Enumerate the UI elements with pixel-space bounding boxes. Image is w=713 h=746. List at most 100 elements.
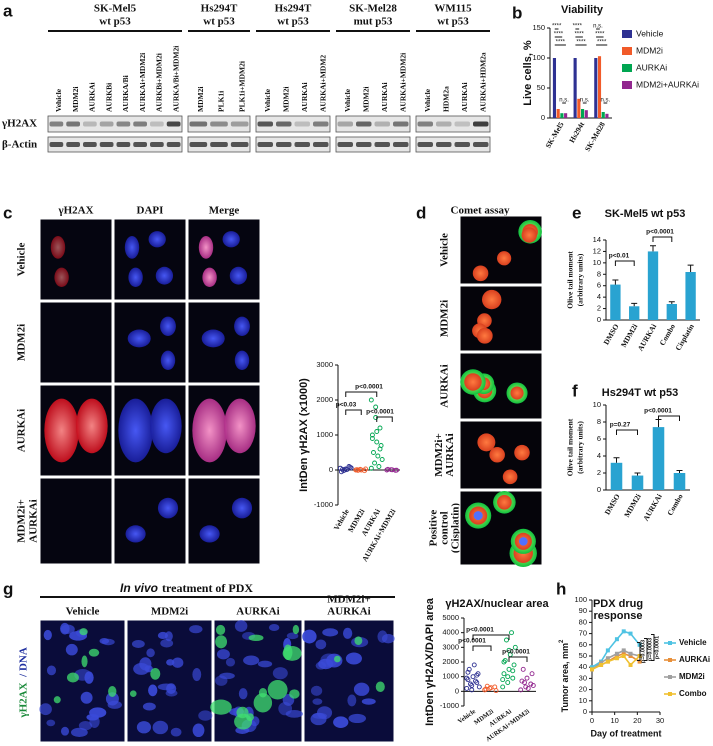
y-tick-label: 0 [329,465,333,474]
blot-strip [415,136,491,153]
gh2ax-signal [289,689,300,699]
significance-bracket [345,409,362,415]
blot-strip [255,136,331,153]
significance-label: n.s. [601,98,611,104]
y-axis-label: Olive tail moment [566,251,575,309]
bar [560,113,564,118]
cell [76,398,108,454]
significance-bracket [658,415,680,421]
micrograph [113,301,187,384]
nucleus [312,712,328,719]
cell [50,236,66,259]
nucleus [60,726,70,736]
blot-row-label: β-Actin [2,139,37,151]
significance-label: **** [595,32,605,38]
nucleus [215,675,228,686]
cell [198,236,214,259]
chart-title: response [594,610,643,622]
nucleus [131,639,145,648]
data-point [466,666,472,672]
panel-label: f [572,381,578,400]
data-point [522,680,527,685]
chart-title: Viability [561,4,604,16]
significance-label: p<0.03 [336,402,357,409]
data-point [376,464,382,469]
nucleus [216,649,230,660]
bar [552,58,557,118]
significance-label: p=0.27 [610,422,631,429]
nucleus [198,710,213,721]
significance-label: p<0.0001 [654,636,660,659]
data-point [506,647,512,653]
blot-band [356,121,372,127]
data-point [369,432,375,438]
blot-band [294,142,310,147]
significance-bracket [651,634,655,661]
cell [157,497,179,519]
data-point [621,654,626,658]
x-tick-label: AURKAi [641,492,664,522]
cell [234,350,250,371]
data-point [519,678,525,684]
data-point [500,684,506,690]
cell [160,350,176,371]
y-tick-label: 1000 [316,430,333,439]
lane-label: MDM2i [361,87,370,112]
nucleus [86,713,99,721]
comet-core [519,537,528,546]
panel-label: b [512,3,522,22]
lane-label: AURKBi+MDM2i [155,53,164,112]
micrograph [459,285,543,352]
y-tick-label: 8 [597,269,601,278]
y-tick-label: 14 [593,235,601,244]
nucleus [285,709,303,718]
x-tick-label: Cisplatin [673,322,696,352]
nucleus [136,721,152,734]
y-tick-label: 6 [597,434,601,443]
lane-label: MDM2i [281,87,290,112]
y-tick-label: -1000 [314,500,333,509]
cell [150,398,182,454]
blot-band [276,121,292,127]
significance-bracket [652,236,673,242]
nucleus [160,638,174,648]
blot-band [116,121,131,127]
blot-band [436,142,452,147]
lane-label: Vehicle [263,88,272,112]
panel-label: g [3,579,13,598]
x-tick-label: 20 [633,716,641,725]
error-bar [613,457,620,463]
blot-band [454,142,470,147]
y-tick-label: 10 [579,696,587,705]
y-tick-label: 3000 [442,642,459,651]
blot-strip [415,115,491,133]
significance-label: p<0.0001 [466,627,494,634]
blot-group-title: wt p53 [203,16,235,28]
data-point [468,681,473,687]
significance-label: **** [552,24,562,30]
blot-band [49,142,64,147]
comet-head [476,327,493,344]
y-tick-label: 150 [532,23,545,32]
column-header: Merge [209,205,240,217]
data-point [510,668,516,674]
panel-label: d [416,203,426,222]
y-tick-label: 0 [597,315,601,324]
blot-group-title: wt p53 [437,16,469,28]
data-point [621,648,626,653]
gh2ax-signal [248,634,264,642]
cell [231,497,253,519]
pdx-header: In vivo treatment of PDX [120,581,253,595]
nucleus [272,667,288,680]
micrograph [187,218,261,301]
bar [629,306,640,320]
row-label: MDM2i+ [16,499,28,543]
blot-band [257,142,273,147]
data-point [374,429,380,434]
significance-bracket [376,416,393,422]
lane-label: Vehicle [423,88,432,112]
blot-band [356,142,372,147]
nucleus [65,643,78,656]
nucleus [353,682,370,696]
data-point [471,662,477,668]
